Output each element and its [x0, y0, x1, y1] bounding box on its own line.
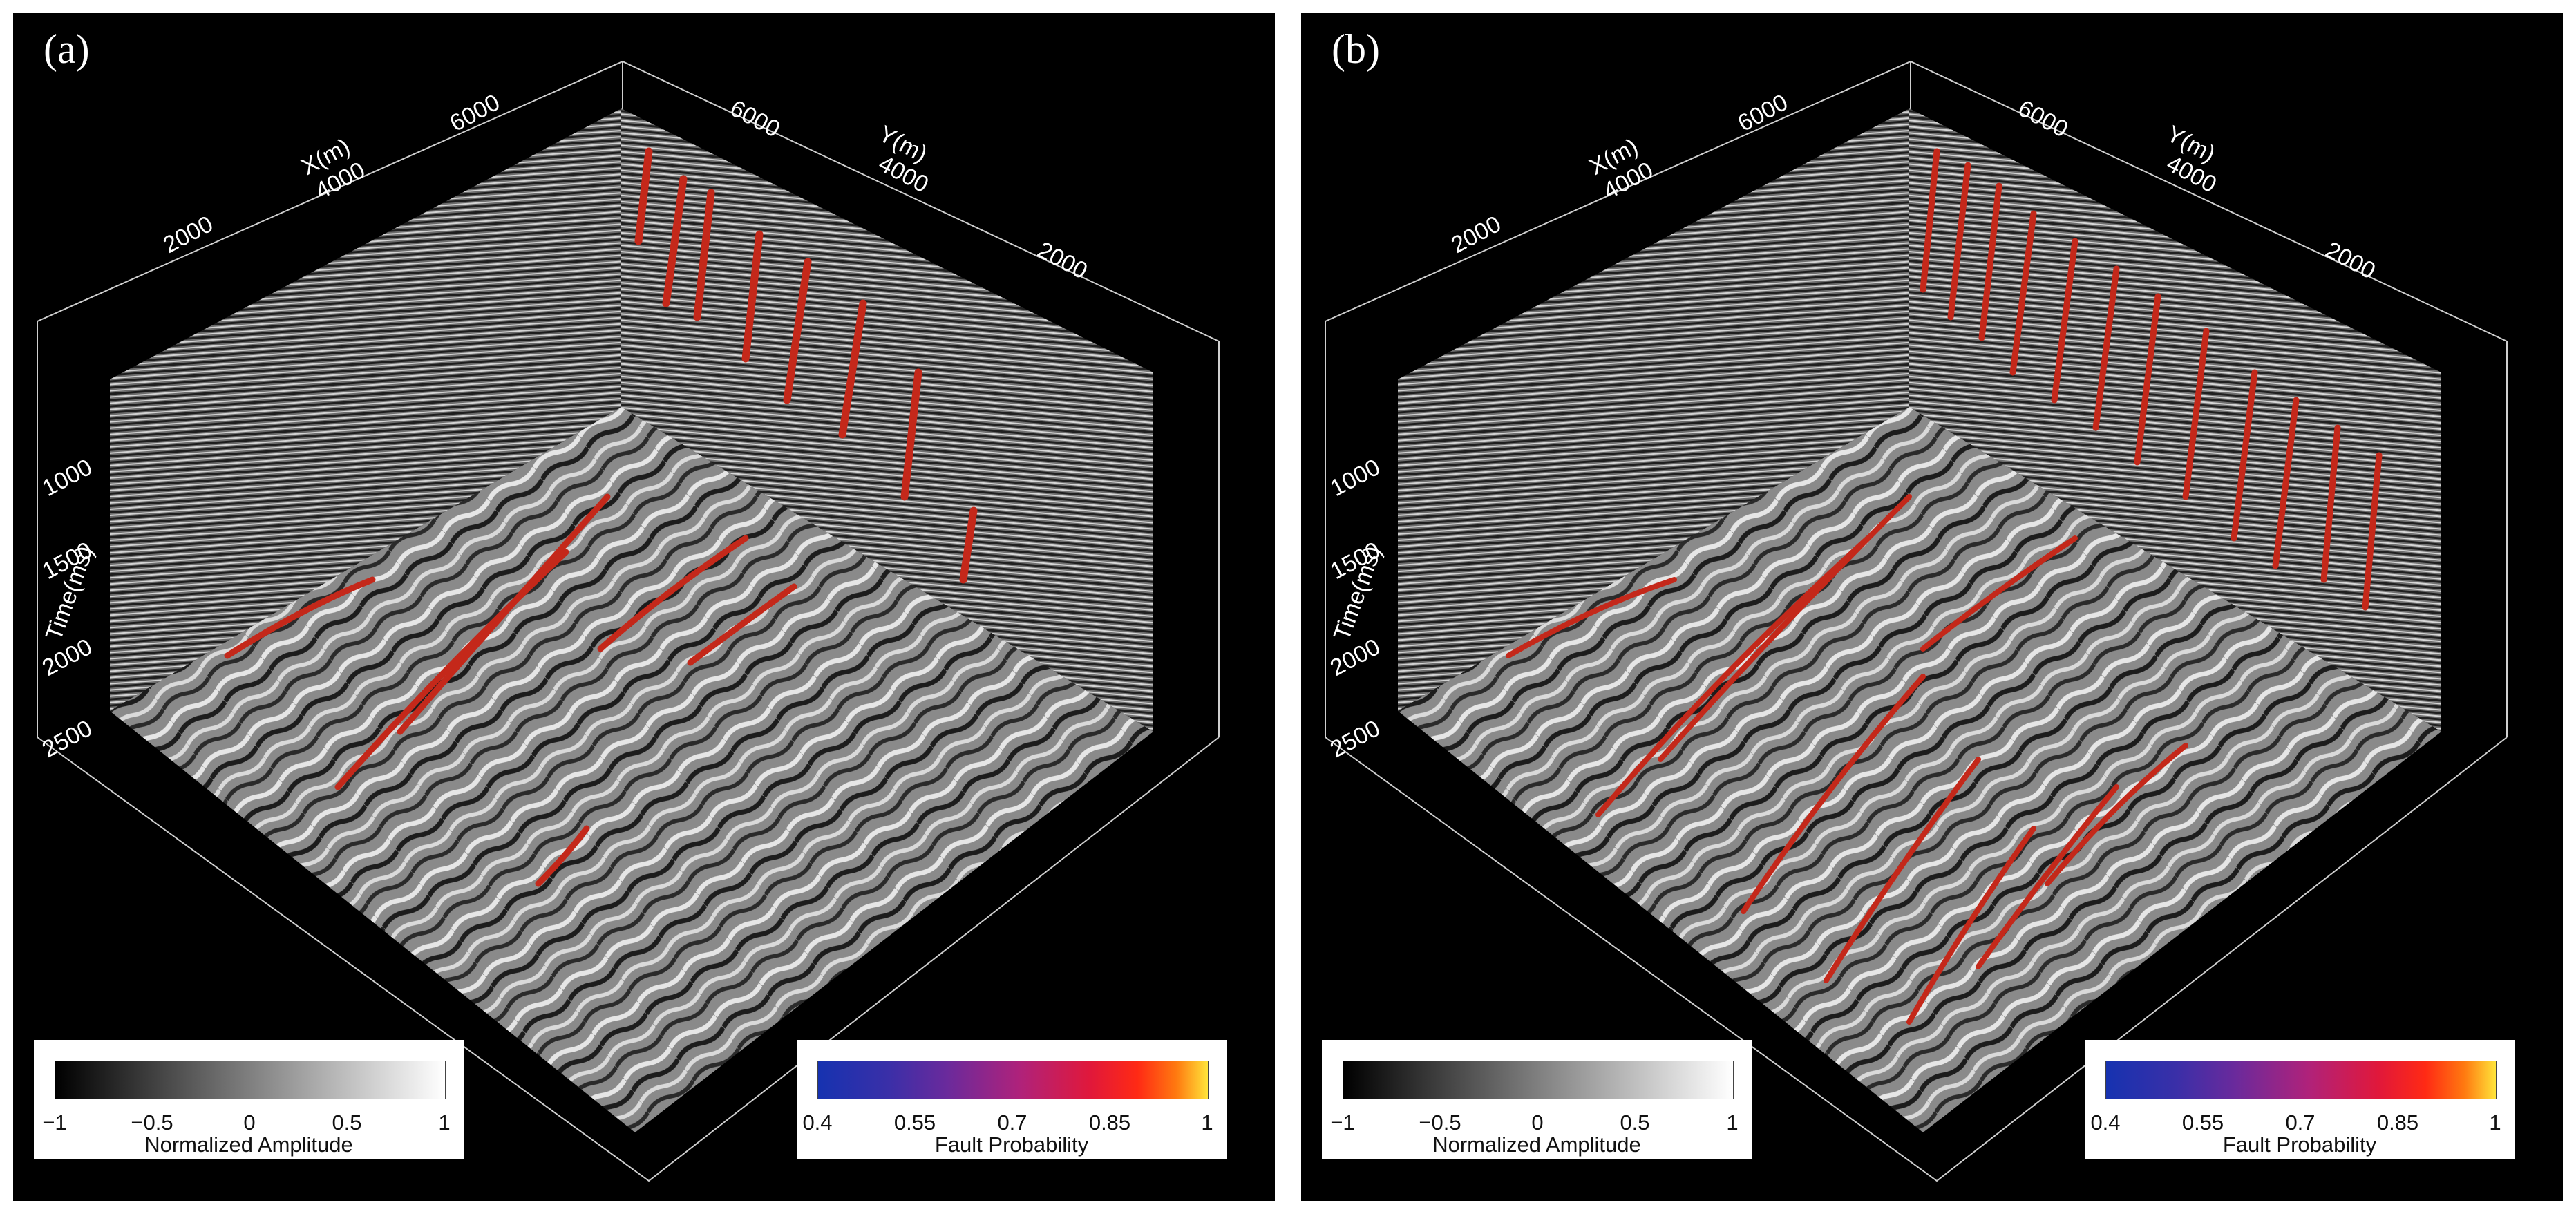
amp-tick: −1	[42, 1110, 67, 1135]
prob-tick: 1	[1201, 1110, 1213, 1135]
amplitude-gradient	[55, 1061, 446, 1099]
amplitude-gradient	[1343, 1061, 1734, 1099]
panel-label: (b)	[1332, 26, 1380, 72]
fault-traces-section	[634, 147, 978, 584]
y-tick-6000: 6000	[2014, 95, 2072, 143]
prob-tick: 0.85	[1088, 1110, 1131, 1135]
seismic-cube-view: X(m) 2000 4000 6000 Y(m) 6000 4000 2000 …	[37, 60, 1220, 1182]
probability-gradient	[817, 1061, 1209, 1099]
inline-section	[1398, 108, 1909, 711]
y-tick-6000: 6000	[726, 95, 784, 143]
amp-tick: 1	[1726, 1110, 1739, 1135]
time-tick-2500: 2500	[1326, 715, 1385, 763]
prob-tick: 0.7	[2285, 1110, 2315, 1135]
prob-tick: 0.4	[2090, 1110, 2121, 1135]
time-slice	[1398, 407, 2441, 1132]
cube-frame	[1325, 60, 2508, 1182]
fault-traces-slice	[224, 493, 797, 887]
time-tick-1000: 1000	[38, 454, 97, 502]
probability-colorbar-title: Fault Probability	[934, 1132, 1089, 1157]
crossline-section	[1909, 108, 2441, 732]
amp-tick: 1	[438, 1110, 451, 1135]
probability-colorbar-title: Fault Probability	[2222, 1132, 2377, 1157]
time-slice	[110, 407, 1153, 1132]
y-tick-2000: 2000	[2321, 237, 2380, 285]
amplitude-colorbar-title: Normalized Amplitude	[144, 1132, 353, 1157]
probability-gradient	[2105, 1061, 2497, 1099]
probability-colorbar: 0.4 0.55 0.7 0.85 1 Fault Probability	[797, 1040, 1227, 1159]
prob-tick: 0.55	[2181, 1110, 2224, 1135]
amp-tick: 0	[1531, 1110, 1544, 1135]
seismic-cube-view: X(m) 2000 4000 6000 Y(m) 6000 4000 2000 …	[1325, 60, 2508, 1182]
amp-tick: −0.5	[131, 1110, 173, 1135]
x-tick-6000: 6000	[1734, 89, 1792, 137]
amplitude-colorbar: −1 −0.5 0 0.5 1 Normalized Amplitude	[1322, 1040, 1752, 1159]
x-tick-2000: 2000	[159, 211, 218, 258]
x-tick-6000: 6000	[446, 89, 504, 137]
amp-tick: −0.5	[1419, 1110, 1461, 1135]
prob-tick: 1	[2489, 1110, 2501, 1135]
amplitude-colorbar: −1 −0.5 0 0.5 1 Normalized Amplitude	[34, 1040, 464, 1159]
amplitude-colorbar-title: Normalized Amplitude	[1432, 1132, 1641, 1157]
time-tick-2000: 2000	[38, 634, 97, 681]
cube-frame	[37, 60, 1220, 1182]
fault-traces-slice	[1506, 494, 2188, 1025]
time-tick-2000: 2000	[1326, 634, 1385, 681]
y-tick-2000: 2000	[1033, 237, 1092, 285]
time-tick-2500: 2500	[38, 715, 97, 763]
fault-traces-section	[1920, 148, 2383, 611]
prob-tick: 0.55	[893, 1110, 936, 1135]
panel-a: X(m) 2000 4000 6000 Y(m) 6000 4000 2000 …	[13, 13, 1275, 1201]
panel-b: X(m) 2000 4000 6000 Y(m) 6000 4000 2000 …	[1301, 13, 2563, 1201]
probability-colorbar: 0.4 0.55 0.7 0.85 1 Fault Probability	[2085, 1040, 2515, 1159]
prob-tick: 0.85	[2376, 1110, 2419, 1135]
amp-tick: 0.5	[1620, 1110, 1650, 1135]
amp-tick: −1	[1330, 1110, 1355, 1135]
prob-tick: 0.7	[997, 1110, 1027, 1135]
amp-tick: 0.5	[332, 1110, 362, 1135]
time-tick-1000: 1000	[1326, 454, 1385, 502]
inline-section	[110, 108, 621, 711]
panel-label: (a)	[44, 26, 90, 72]
amp-tick: 0	[243, 1110, 256, 1135]
prob-tick: 0.4	[802, 1110, 833, 1135]
x-tick-2000: 2000	[1447, 211, 1506, 258]
